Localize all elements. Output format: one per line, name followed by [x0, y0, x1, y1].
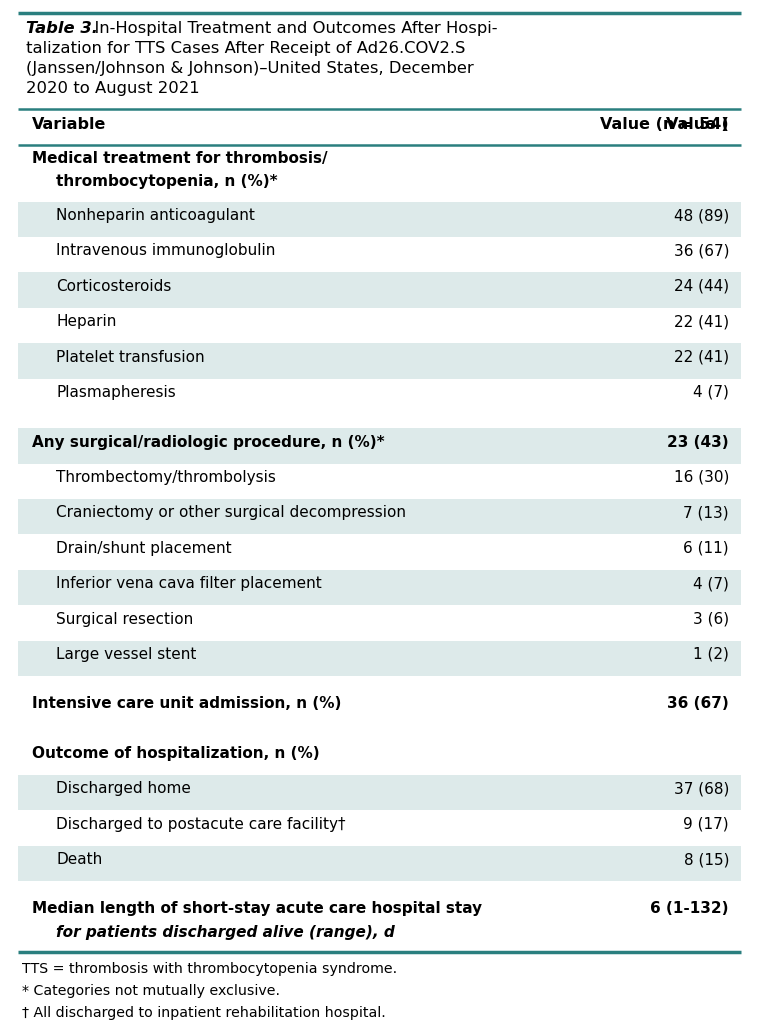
Text: Platelet transfusion: Platelet transfusion [56, 350, 205, 364]
Bar [18, 810, 741, 846]
Text: Corticosteroids: Corticosteroids [56, 278, 172, 294]
Text: In-Hospital Treatment and Outcomes After Hospi-: In-Hospital Treatment and Outcomes After… [84, 21, 497, 36]
Text: 3 (6): 3 (6) [693, 612, 729, 626]
Text: Surgical resection: Surgical resection [56, 612, 194, 626]
Text: 16 (30): 16 (30) [674, 470, 729, 485]
Text: 4 (7): 4 (7) [693, 576, 729, 591]
Text: Thrombectomy/thrombolysis: Thrombectomy/thrombolysis [56, 470, 276, 485]
Text: 24 (44): 24 (44) [674, 278, 729, 294]
Text: † All discharged to inpatient rehabilitation hospital.: † All discharged to inpatient rehabilita… [22, 1006, 386, 1021]
Bar [18, 344, 741, 379]
Text: 36 (67): 36 (67) [673, 243, 729, 259]
Text: Heparin: Heparin [56, 315, 116, 329]
Text: 1 (2): 1 (2) [693, 647, 729, 662]
Text: 22 (41): 22 (41) [674, 350, 729, 364]
Text: Drain/shunt placement: Drain/shunt placement [56, 540, 231, 556]
Text: 22 (41): 22 (41) [674, 315, 729, 329]
Bar [18, 641, 741, 676]
Text: 8 (15): 8 (15) [684, 852, 729, 867]
Text: Inferior vena cava filter placement: Inferior vena cava filter placement [56, 576, 322, 591]
Text: Large vessel stent: Large vessel stent [56, 647, 197, 662]
Bar [18, 307, 741, 344]
Text: 7 (13): 7 (13) [683, 505, 729, 521]
Text: 37 (68): 37 (68) [674, 781, 729, 796]
Bar [18, 379, 741, 414]
Text: thrombocytopenia, n (%)*: thrombocytopenia, n (%)* [56, 175, 278, 189]
Bar [18, 202, 741, 237]
Text: Intensive care unit admission, n (%): Intensive care unit admission, n (%) [32, 697, 342, 711]
Bar [18, 605, 741, 641]
Text: Nonheparin anticoagulant: Nonheparin anticoagulant [56, 208, 255, 223]
Text: Any surgical/radiologic procedure, n (%)*: Any surgical/radiologic procedure, n (%)… [32, 435, 385, 449]
Bar [18, 895, 741, 952]
Text: * Categories not mutually exclusive.: * Categories not mutually exclusive. [22, 984, 280, 998]
Text: Discharged to postacute care facility†: Discharged to postacute care facility† [56, 817, 345, 832]
Bar [18, 145, 741, 202]
Text: Variable: Variable [32, 117, 106, 132]
Bar [18, 499, 741, 534]
Text: 6 (11): 6 (11) [683, 540, 729, 556]
Text: Intravenous immunoglobulin: Intravenous immunoglobulin [56, 243, 276, 259]
Text: Craniectomy or other surgical decompression: Craniectomy or other surgical decompress… [56, 505, 406, 521]
Text: Value (​n​ = 54): Value (​n​ = 54) [600, 117, 729, 132]
Text: Discharged home: Discharged home [56, 781, 191, 796]
Text: TTS = thrombosis with thrombocytopenia syndrome.: TTS = thrombosis with thrombocytopenia s… [22, 962, 397, 976]
Text: (Janssen/Johnson & Johnson)–United States, December: (Janssen/Johnson & Johnson)–United State… [26, 61, 474, 76]
Text: 36 (67): 36 (67) [667, 697, 729, 711]
Text: 2020 to August 2021: 2020 to August 2021 [26, 81, 200, 96]
Bar [18, 237, 741, 272]
Text: 23 (43): 23 (43) [667, 435, 729, 449]
Text: talization for TTS Cases After Receipt of Ad26.COV2.S: talization for TTS Cases After Receipt o… [26, 41, 465, 56]
Bar [18, 464, 741, 499]
Bar [18, 569, 741, 605]
Text: for patients discharged alive (range), d: for patients discharged alive (range), d [56, 925, 395, 940]
Bar [18, 740, 741, 775]
Text: Death: Death [56, 852, 102, 867]
Text: Table 3.: Table 3. [26, 21, 98, 36]
Text: Median length of short-stay acute care hospital stay: Median length of short-stay acute care h… [32, 901, 482, 916]
Text: Outcome of hospitalization, n (%): Outcome of hospitalization, n (%) [32, 746, 320, 761]
Text: 4 (7): 4 (7) [693, 385, 729, 400]
Bar [18, 428, 741, 464]
Bar [18, 272, 741, 307]
Text: 9 (17): 9 (17) [683, 817, 729, 832]
Bar [18, 690, 741, 726]
Bar [18, 109, 741, 145]
Bar [18, 534, 741, 569]
Bar [18, 775, 741, 810]
Text: 6 (1-132): 6 (1-132) [650, 901, 729, 916]
Text: Value (: Value ( [666, 117, 729, 132]
Text: 48 (89): 48 (89) [674, 208, 729, 223]
Text: Medical treatment for thrombosis/: Medical treatment for thrombosis/ [32, 151, 328, 166]
Bar [18, 846, 741, 881]
Text: Plasmapheresis: Plasmapheresis [56, 385, 176, 400]
